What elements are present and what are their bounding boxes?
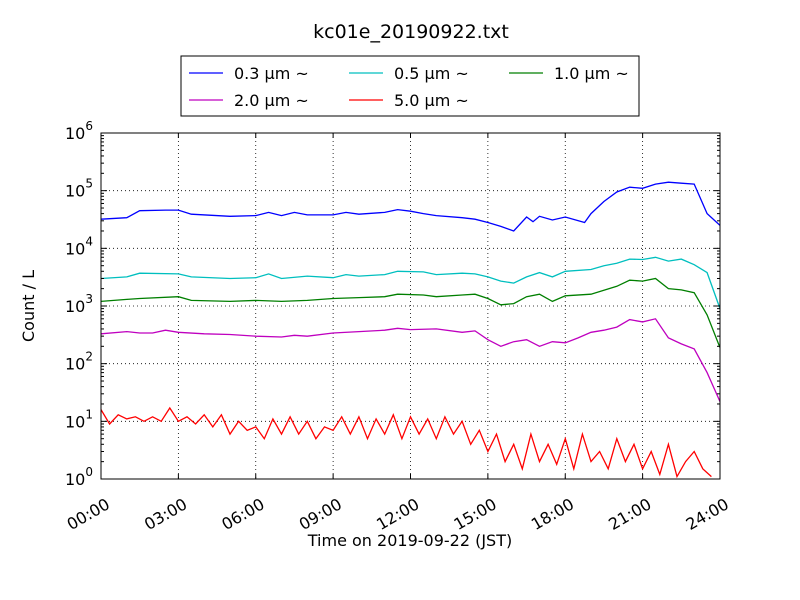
y-tick-exponent: 5 [85, 177, 93, 191]
y-tick-label: 102 [65, 350, 93, 374]
x-tick-label: 00:00 [64, 494, 113, 534]
chart-title: kc01e_20190922.txt [313, 21, 509, 43]
y-tick-exponent: 3 [85, 292, 93, 306]
legend: 0.3 μm ~ 0.5 μm ~ 1.0 μm ~ 2.0 μm ~ 5.0 μm ~ [180, 55, 640, 117]
x-tick-label: 12:00 [373, 494, 422, 534]
y-tick-base: 10 [65, 239, 85, 258]
series-line-4 [101, 406, 712, 479]
legend-label-2: 1.0 μm ~ [554, 64, 629, 83]
legend-box [180, 55, 640, 117]
x-tick-label: 09:00 [296, 494, 345, 534]
y-tick-exponent: 1 [85, 407, 93, 421]
y-tick-label: 100 [65, 465, 93, 489]
series-line-1 [101, 256, 720, 309]
y-tick-label: 103 [65, 292, 93, 316]
grid [100, 133, 721, 479]
y-tick-label: 106 [65, 119, 93, 143]
legend-label-0: 0.3 μm ~ [234, 64, 309, 83]
x-tick-label: 24:00 [683, 494, 732, 534]
y-tick-label: 105 [65, 177, 93, 201]
y-tick-exponent: 4 [85, 234, 93, 248]
y-axis-title: Count / L [19, 270, 38, 342]
y-tick-exponent: 0 [85, 465, 93, 479]
series-line-3 [101, 318, 720, 402]
y-tick-base: 10 [65, 355, 85, 374]
legend-label-3: 2.0 μm ~ [234, 91, 309, 110]
series-line-0 [101, 181, 720, 232]
y-tick-base: 10 [65, 470, 85, 489]
x-tick-label: 18:00 [528, 494, 577, 534]
y-tick-base: 10 [65, 124, 85, 143]
legend-label-1: 0.5 μm ~ [394, 64, 469, 83]
plot-series [101, 181, 720, 479]
x-tick-label: 15:00 [450, 494, 499, 534]
x-axis: 00:00 03:00 06:00 09:00 12:00 15:00 18:00 21:00… [64, 133, 732, 534]
x-tick-label: 03:00 [141, 494, 190, 534]
x-axis-title: Time on 2019-09-22 (JST) [307, 531, 512, 550]
y-tick-base: 10 [65, 297, 85, 316]
y-tick-base: 10 [65, 412, 85, 431]
y-tick-label: 104 [65, 234, 93, 258]
y-tick-exponent: 6 [85, 119, 93, 133]
x-tick-label: 21:00 [605, 494, 654, 534]
y-tick-exponent: 2 [85, 350, 93, 364]
y-tick-base: 10 [65, 182, 85, 201]
legend-label-4: 5.0 μm ~ [394, 91, 469, 110]
x-tick-label: 06:00 [218, 494, 267, 534]
y-tick-label: 101 [65, 407, 93, 431]
series-line-2 [101, 277, 720, 348]
